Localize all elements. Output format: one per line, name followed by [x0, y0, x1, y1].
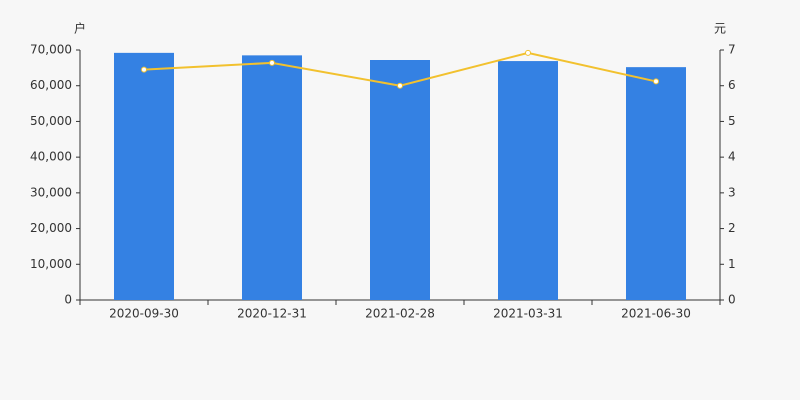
y2-tick-label: 5 [728, 114, 736, 128]
y2-tick-label: 7 [728, 43, 736, 57]
y-axis-label: 户 [74, 21, 86, 36]
bar [498, 61, 558, 301]
x-tick-label: 2021-06-30 [621, 307, 691, 321]
y2-tick-label: 0 [728, 293, 736, 307]
x-tick-label: 2020-12-31 [237, 307, 307, 321]
y2-tick-label: 6 [728, 78, 736, 92]
x-tick-label: 2020-09-30 [109, 307, 179, 321]
y2-tick-label: 3 [728, 185, 736, 199]
y-tick-label: 0 [64, 293, 72, 307]
bar [114, 52, 174, 300]
y-tick-label: 20,000 [30, 221, 72, 235]
y2-tick-label: 4 [728, 150, 736, 164]
y-tick-label: 30,000 [30, 185, 72, 199]
y2-tick-label: 1 [728, 257, 736, 271]
line-point [397, 82, 403, 89]
y-tick-label: 50,000 [30, 114, 72, 128]
line-point [269, 59, 275, 66]
y-tick-label: 70,000 [30, 43, 72, 57]
bar [370, 60, 430, 300]
y-tick-label: 10,000 [30, 257, 72, 271]
x-tick-label: 2021-02-28 [365, 307, 435, 321]
line-point [525, 49, 531, 56]
x-tick-label: 2021-03-31 [493, 307, 563, 321]
bar [626, 67, 686, 301]
y-tick-label: 60,000 [30, 78, 72, 92]
line-point [653, 78, 659, 85]
y2-tick-label: 2 [728, 221, 736, 235]
line-point [141, 66, 147, 73]
y2-axis-label: 元 [714, 22, 726, 36]
y-tick-label: 40,000 [30, 150, 72, 164]
bar [242, 55, 302, 300]
